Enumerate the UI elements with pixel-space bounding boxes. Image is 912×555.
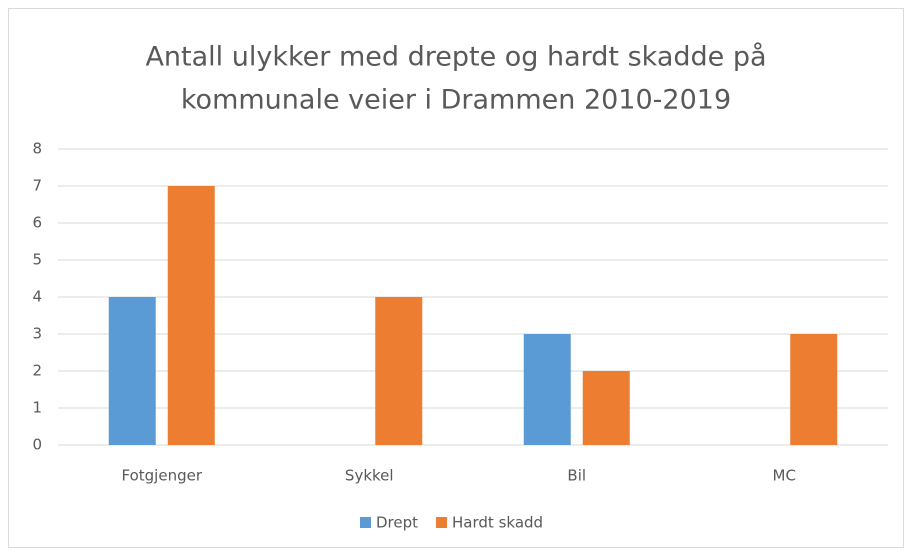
y-tick-label: 4: [32, 288, 42, 306]
legend-label: Hardt skadd: [452, 514, 543, 532]
bar: [167, 186, 215, 445]
chart-title: Antall ulykker med drepte og hardt skadd…: [145, 42, 766, 73]
bar: [582, 371, 630, 445]
y-tick-label: 8: [32, 140, 42, 158]
y-tick-label: 0: [32, 436, 42, 454]
y-tick-label: 5: [32, 251, 42, 269]
y-tick-label: 6: [32, 214, 42, 232]
bar: [523, 334, 571, 445]
y-tick-label: 1: [32, 399, 42, 417]
bar: [108, 297, 156, 445]
x-tick-label: Fotgjenger: [122, 467, 203, 485]
bar: [375, 297, 423, 445]
bar: [790, 334, 838, 445]
y-tick-label: 3: [32, 325, 42, 343]
legend-label: Drept: [376, 514, 418, 532]
y-tick-label: 2: [32, 362, 42, 380]
y-tick-label: 7: [32, 177, 42, 195]
chart-border: [8, 8, 904, 548]
x-tick-label: Sykkel: [345, 467, 394, 485]
legend-swatch: [436, 517, 448, 528]
chart-title: kommunale veier i Drammen 2010-2019: [181, 85, 731, 116]
legend-swatch: [360, 517, 371, 528]
x-tick-label: MC: [773, 467, 796, 485]
x-tick-label: Bil: [567, 467, 586, 485]
